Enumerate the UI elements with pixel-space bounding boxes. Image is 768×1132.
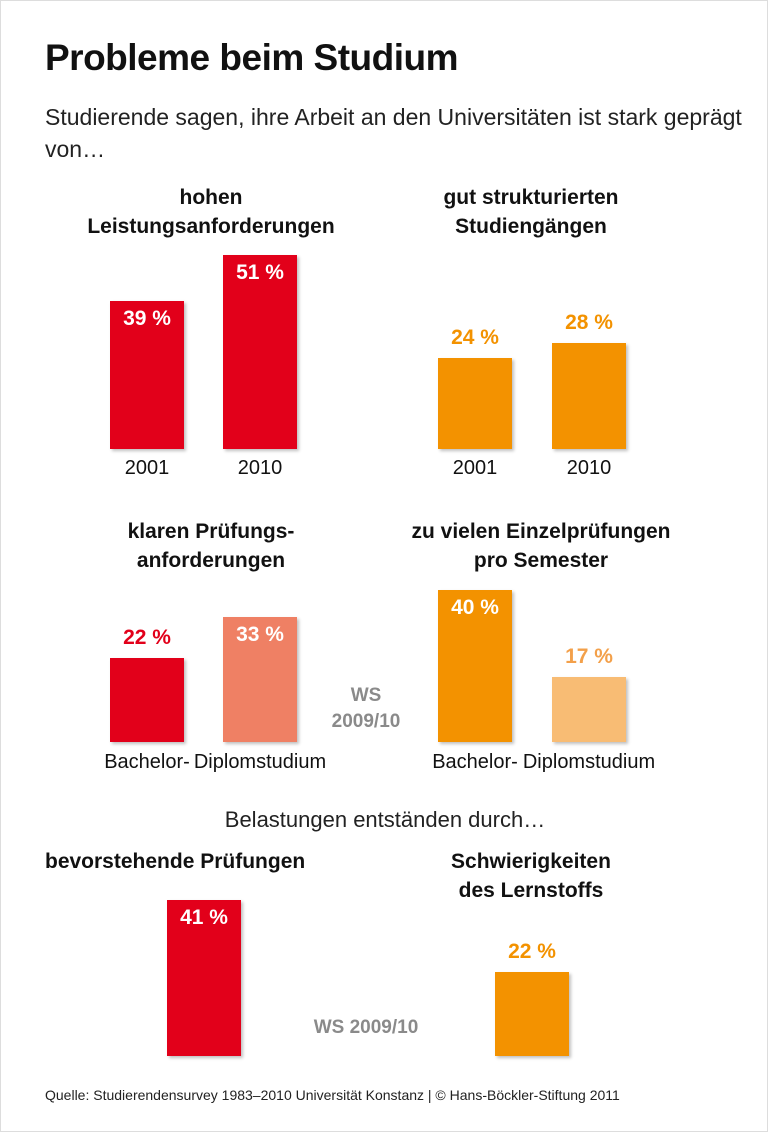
data-label: 17 % — [565, 645, 613, 669]
bar — [223, 255, 297, 449]
bar — [223, 616, 297, 742]
category-label: Bachelor- — [432, 751, 518, 773]
panel-title-line: Studiengängen — [455, 215, 607, 238]
panel-title-5: bevorstehende Prüfungen — [45, 847, 375, 876]
category-label: Diplomstudium — [522, 751, 656, 773]
subtitle: Studierende sagen, ihre Arbeit an den Un… — [45, 104, 742, 162]
panel-title-line: anforderungen — [136, 549, 286, 572]
panel-title-line: pro Semester — [473, 549, 609, 572]
bar — [438, 590, 512, 742]
data-label: 33 % — [236, 622, 284, 646]
data-label: 22 % — [123, 626, 171, 650]
data-label: 51 % — [236, 261, 284, 285]
data-label: 28 % — [565, 310, 613, 334]
bar — [110, 658, 184, 742]
panel-title-line: Schwierigkeiten — [451, 850, 611, 873]
bar — [495, 972, 569, 1056]
period-note-line: 2009/10 — [331, 711, 401, 732]
panel-title-line: Leistungsanforderungen — [87, 215, 335, 238]
panel-title-line: bevorstehende Prüfungen — [45, 850, 306, 873]
bar — [110, 300, 184, 449]
data-label: 40 % — [451, 596, 499, 619]
source-note: Quelle: Studierendensurvey 1983–2010 Uni… — [45, 1087, 620, 1103]
data-label: 22 % — [508, 940, 556, 964]
period-note: WS 2009/10 — [311, 683, 421, 735]
panel-title-2: gut strukturierten Studiengängen — [361, 183, 701, 241]
panel-title-line: gut strukturierten — [443, 186, 619, 209]
category-label: 2010 — [237, 457, 283, 479]
category-label: 2010 — [566, 457, 612, 479]
data-label: 41 % — [180, 906, 228, 930]
panel-title-1: hohen Leistungsanforderungen — [41, 183, 381, 241]
data-label: 24 % — [451, 325, 499, 349]
bar — [552, 677, 626, 742]
category-label: Diplomstudium — [193, 751, 327, 773]
panel-title-line: zu vielen Einzelprüfungen — [411, 520, 671, 543]
panel-title-3: klaren Prüfungs-anforderungen — [41, 517, 381, 575]
data-label: 39 % — [123, 306, 171, 330]
bar — [438, 357, 512, 449]
page-title: Probleme beim Studium — [45, 37, 459, 78]
period-note-bottom: WS 2009/10 — [313, 1017, 419, 1038]
category-label: Bachelor- — [104, 751, 190, 773]
bar — [552, 342, 626, 449]
category-label: 2001 — [124, 457, 170, 479]
panel-title-line: klaren Prüfungs- — [127, 520, 295, 543]
panel-title-6: Schwierigkeiten des Lernstoffs — [381, 847, 681, 905]
period-note-line: WS — [350, 685, 382, 706]
panel-title-4: zu vielen Einzelprüfungen pro Semester — [361, 517, 721, 575]
category-label: 2001 — [452, 457, 498, 479]
subtitle-2: Belastungen entständen durch… — [224, 807, 546, 832]
panel-title-line: hohen — [179, 186, 243, 209]
bar — [167, 900, 241, 1056]
panel-title-line: des Lernstoffs — [458, 879, 604, 902]
